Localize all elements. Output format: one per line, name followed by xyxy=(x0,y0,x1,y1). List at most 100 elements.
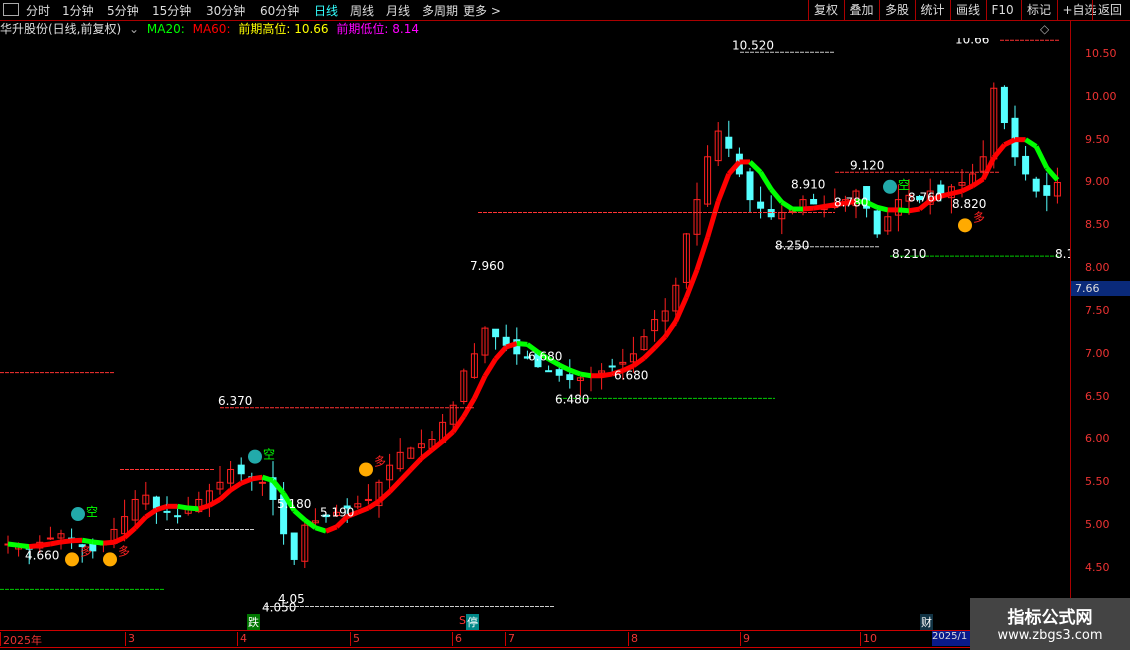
candle-body xyxy=(460,370,468,402)
time-axis: 2025年 3 4 5 6 7 8 9 10 xyxy=(0,630,970,648)
ma-segment xyxy=(918,198,932,211)
ma-segment xyxy=(103,539,115,546)
ma-segment xyxy=(834,200,846,208)
ma-segment xyxy=(271,479,286,496)
ma-segment xyxy=(823,202,836,209)
toolbar-button[interactable]: 复权 xyxy=(808,0,843,20)
candle-body xyxy=(364,498,372,501)
ma-segment xyxy=(813,204,825,211)
candle-body xyxy=(152,496,160,509)
ma-segment xyxy=(367,499,381,511)
period-tab[interactable]: 周线 xyxy=(350,4,375,18)
y-tick-label: 5.00 xyxy=(1085,518,1110,532)
signal-label: 空 xyxy=(898,178,910,192)
period-tab[interactable]: 更多 > xyxy=(463,4,501,18)
ma-segment xyxy=(748,160,763,174)
period-tab[interactable]: 日线 xyxy=(314,4,339,18)
candle-body xyxy=(322,514,330,518)
period-tab[interactable]: 多周期 xyxy=(422,4,459,18)
ma-segment xyxy=(715,173,732,203)
signal-label: 多 xyxy=(973,210,985,224)
dropdown-icon[interactable]: ⌄ xyxy=(129,22,140,36)
ma-segment xyxy=(28,543,41,550)
candle-body xyxy=(407,447,415,459)
candle-body xyxy=(905,194,913,202)
period-tab[interactable]: 1分钟 xyxy=(62,4,94,18)
ma-segment xyxy=(684,268,700,299)
ma-segment xyxy=(1003,137,1017,148)
candle-body xyxy=(598,370,606,374)
candle-body xyxy=(237,464,245,475)
period-tab[interactable]: 15分钟 xyxy=(152,4,192,18)
year-box: 2025/1 xyxy=(932,631,970,646)
signal-label: 多 xyxy=(80,544,92,558)
price-annotation: 5.190 xyxy=(320,506,354,520)
toolbar-button[interactable]: F10 xyxy=(985,0,1019,20)
ma-segment xyxy=(950,188,963,197)
ma-segment xyxy=(769,187,784,204)
candlestick-chart[interactable]: 10.520 10.66 9.120 8.910 8.780 8.760 8.820 8.25… xyxy=(0,38,1070,630)
ma-segment xyxy=(876,204,889,213)
candle-body xyxy=(746,171,754,201)
ma-segment xyxy=(845,198,857,206)
ma-segment xyxy=(240,476,253,486)
ma-segment xyxy=(229,481,243,493)
diamond-icon[interactable]: ◇ xyxy=(1040,22,1050,36)
ma-segment xyxy=(940,191,952,199)
candle-body xyxy=(417,443,425,449)
candle-body xyxy=(492,328,500,338)
candle-body xyxy=(121,516,129,535)
watermark-title: 指标公式网 xyxy=(1007,608,1093,628)
month-label: 10 xyxy=(860,632,877,646)
signal-label: 空 xyxy=(263,448,275,462)
toolbar-button[interactable]: 画线 xyxy=(950,0,985,20)
toolbar-button[interactable]: 统计 xyxy=(914,0,950,20)
ma-segment xyxy=(726,160,742,176)
y-tick-label: 9.00 xyxy=(1085,175,1110,189)
ma20-label: MA20: xyxy=(146,22,185,36)
long-signal-icon xyxy=(65,552,79,567)
price-annotation: 8.780 xyxy=(834,195,868,209)
period-tab[interactable]: 60分钟 xyxy=(260,4,300,18)
candle-body xyxy=(979,156,987,172)
period-tab[interactable]: 5分钟 xyxy=(107,4,139,18)
period-tab[interactable]: 30分钟 xyxy=(206,4,246,18)
candle-body xyxy=(396,451,404,470)
y-tick-label: 7.50 xyxy=(1085,303,1110,317)
ma-segment xyxy=(802,205,814,212)
ma-segment xyxy=(652,334,668,350)
ma-segment xyxy=(580,371,592,379)
ma-segment xyxy=(472,375,488,400)
ma60-label: MA60: xyxy=(192,22,231,36)
month-label: 3 xyxy=(125,632,135,646)
candle-body xyxy=(375,481,383,507)
toolbar-button[interactable]: +自选 xyxy=(1056,0,1102,20)
price-annotation: 4.660 xyxy=(25,548,59,562)
y-tick-label: 8.50 xyxy=(1085,218,1110,232)
toolbar-button[interactable]: 叠加 xyxy=(843,0,879,20)
candle-body xyxy=(343,505,351,509)
candle-body xyxy=(131,498,139,521)
ma-segment xyxy=(218,488,233,502)
y-tick-label: 10.50 xyxy=(1085,46,1117,60)
ma-segment xyxy=(960,183,974,194)
toolbar-button[interactable]: 多股 xyxy=(879,0,914,20)
ma-segment xyxy=(705,200,721,239)
ma-segment xyxy=(387,478,403,494)
candle-body xyxy=(555,369,563,376)
ma-segment xyxy=(505,341,518,350)
period-tab[interactable]: 分时 xyxy=(26,4,51,18)
price-annotation: 4.05 xyxy=(278,592,305,606)
ma-segment xyxy=(611,368,624,377)
price-annotation: 5.180 xyxy=(277,497,311,511)
period-tab[interactable]: 月线 xyxy=(386,4,411,18)
layout-toggle-icon[interactable] xyxy=(3,3,19,16)
ma-segment xyxy=(440,429,455,444)
ma-segment xyxy=(155,503,168,513)
ma-segment xyxy=(81,537,94,545)
ma-segment xyxy=(673,296,689,323)
toolbar-button[interactable]: 标记 xyxy=(1021,0,1056,20)
toolbar-button[interactable]: 返回 xyxy=(1092,0,1127,20)
ma-segment xyxy=(663,319,678,339)
candle-body xyxy=(57,533,65,539)
